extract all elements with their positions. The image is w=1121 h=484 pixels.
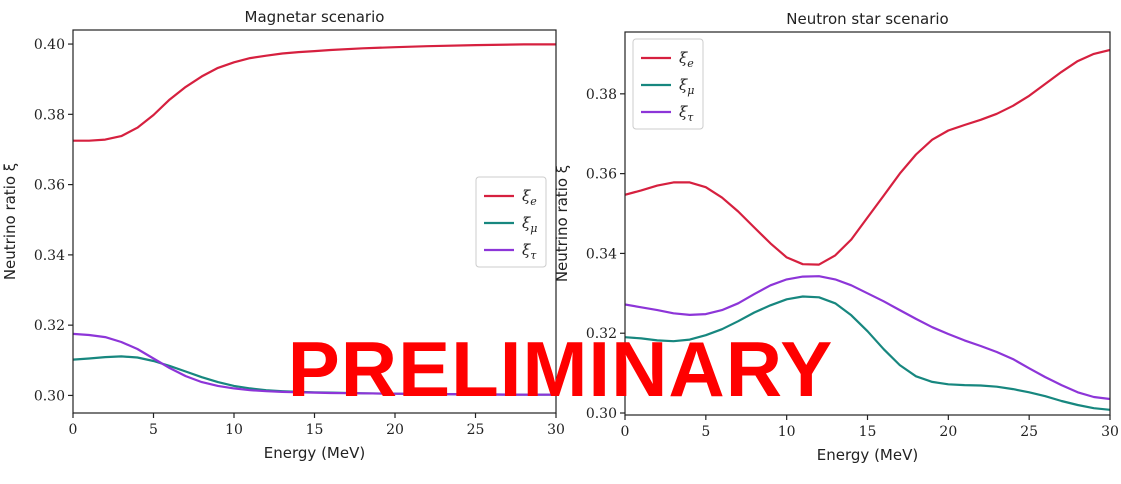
y-tick-label: 0.40 bbox=[34, 37, 65, 53]
x-tick-label: 20 bbox=[386, 422, 404, 438]
legend-entry: ξμ bbox=[679, 76, 694, 97]
y-tick-label: 0.32 bbox=[34, 318, 65, 334]
series-line-xi-e bbox=[73, 43, 556, 142]
x-tick-label: 20 bbox=[939, 424, 957, 440]
x-tick-label: 0 bbox=[621, 424, 630, 440]
series-group bbox=[625, 48, 1110, 411]
series-group bbox=[73, 43, 556, 396]
legend-entry: ξμ bbox=[522, 214, 537, 235]
x-tick-label: 25 bbox=[467, 422, 485, 438]
legend-entry: ξτ bbox=[679, 103, 694, 124]
x-tick-label: 15 bbox=[306, 422, 324, 438]
legend-entry: ξe bbox=[679, 49, 694, 70]
series-line-xi-mu bbox=[625, 295, 1110, 411]
y-axis-label: Neutrino ratio ξ bbox=[553, 165, 571, 282]
x-tick-label: 10 bbox=[225, 422, 243, 438]
y-tick-label: 0.30 bbox=[586, 406, 617, 422]
x-axis-label: Energy (MeV) bbox=[264, 444, 365, 462]
chart-title: Neutron star scenario bbox=[786, 10, 948, 28]
y-tick-label: 0.38 bbox=[34, 107, 65, 123]
series-line-xi-mu bbox=[73, 355, 556, 396]
y-tick-label: 0.36 bbox=[586, 167, 617, 183]
x-axis-label: Energy (MeV) bbox=[817, 446, 918, 464]
x-tick-label: 30 bbox=[1101, 424, 1119, 440]
series-line-xi-tau bbox=[625, 275, 1110, 401]
y-tick-label: 0.30 bbox=[34, 388, 65, 404]
legend-entry: ξτ bbox=[522, 241, 537, 262]
y-tick-label: 0.34 bbox=[34, 248, 65, 264]
x-tick-label: 25 bbox=[1020, 424, 1038, 440]
chart-title: Magnetar scenario bbox=[245, 8, 385, 26]
legend: ξe ξμ ξτ bbox=[475, 176, 547, 268]
x-tick-label: 30 bbox=[547, 422, 565, 438]
chart-panel-2: Neutron star scenario 0 5 10 15 20 25 30 0.30 0.3… bbox=[553, 10, 1119, 464]
legend-entry: ξe bbox=[522, 187, 537, 208]
series-line-xi-e bbox=[625, 48, 1110, 266]
series-line-xi-tau bbox=[73, 332, 556, 396]
y-tick-label: 0.34 bbox=[586, 246, 617, 262]
x-tick-label: 5 bbox=[701, 424, 710, 440]
x-tick-label: 15 bbox=[859, 424, 877, 440]
x-tick-label: 5 bbox=[149, 422, 158, 438]
y-tick-label: 0.38 bbox=[586, 87, 617, 103]
chart-panel-1: Magnetar scenario 0 5 10 15 20 25 30 0.30 0.32 0.3… bbox=[1, 8, 565, 462]
legend: ξe ξμ ξτ bbox=[632, 38, 704, 130]
x-tick-label: 10 bbox=[778, 424, 796, 440]
y-tick-label: 0.32 bbox=[586, 326, 617, 342]
x-tick-label: 0 bbox=[69, 422, 78, 438]
y-tick-label: 0.36 bbox=[34, 178, 65, 194]
y-axis-label: Neutrino ratio ξ bbox=[1, 163, 19, 280]
